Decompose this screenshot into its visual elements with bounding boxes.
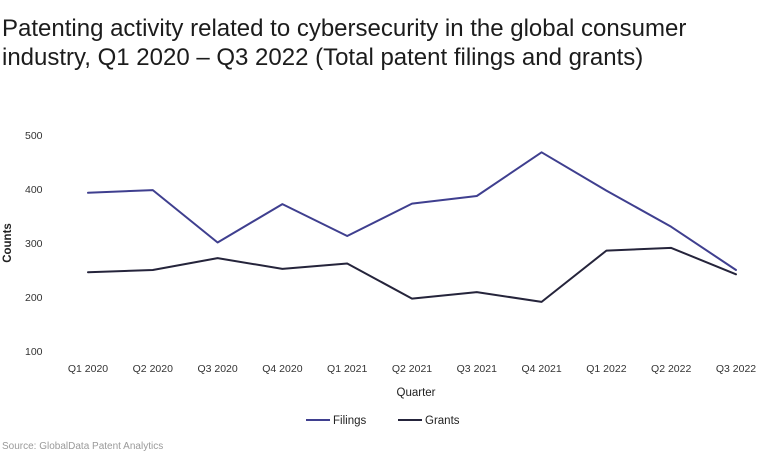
y-axis-ticks: 100 200 300 400 500 — [25, 130, 43, 358]
y-tick-label: 100 — [25, 346, 43, 358]
x-tick-label: Q2 2020 — [133, 363, 173, 375]
series-lines — [87, 151, 737, 303]
x-tick-label: Q3 2022 — [716, 363, 756, 375]
legend-label-grants: Grants — [425, 415, 460, 427]
x-tick-label: Q1 2021 — [327, 363, 367, 375]
x-tick-label: Q1 2020 — [68, 363, 108, 375]
y-tick-label: 200 — [25, 292, 43, 304]
x-tick-label: Q1 2022 — [586, 363, 626, 375]
y-tick-label: 400 — [25, 184, 43, 196]
legend: Filings Grants — [306, 415, 460, 427]
x-tick-label: Q3 2020 — [197, 363, 237, 375]
x-axis-label: Quarter — [397, 387, 436, 399]
legend-label-filings: Filings — [333, 415, 366, 427]
series-line-grants — [87, 246, 737, 303]
series-line-filings — [87, 151, 737, 271]
x-tick-label: Q2 2021 — [392, 363, 432, 375]
y-tick-label: 300 — [25, 238, 43, 250]
source-note: Source: GlobalData Patent Analytics — [2, 441, 164, 452]
x-tick-label: Q4 2020 — [262, 363, 302, 375]
x-tick-label: Q3 2021 — [457, 363, 497, 375]
x-tick-label: Q4 2021 — [521, 363, 561, 375]
x-tick-label: Q2 2022 — [651, 363, 691, 375]
y-axis-label: Counts — [2, 223, 14, 263]
y-tick-label: 500 — [25, 130, 43, 142]
x-axis-ticks: Q1 2020 Q2 2020 Q3 2020 Q4 2020 Q1 2021 Q2 20… — [68, 363, 756, 375]
chart-title: Patenting activity related to cybersecur… — [2, 15, 687, 71]
